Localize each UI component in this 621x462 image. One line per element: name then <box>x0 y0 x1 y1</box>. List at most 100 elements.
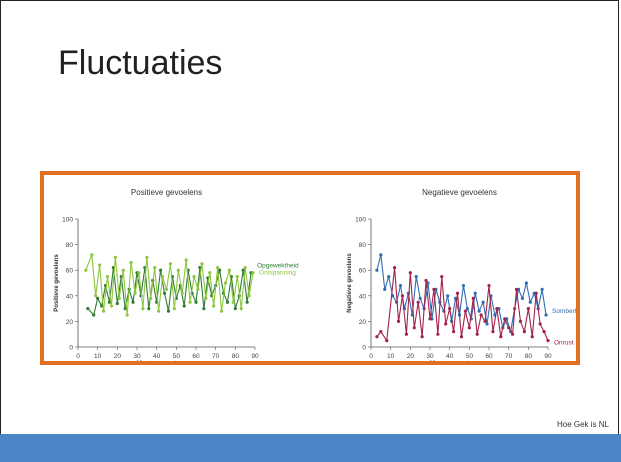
data-point <box>164 287 169 291</box>
chart-title: Negatieve gevoelens <box>422 188 497 197</box>
y-tick-label: 40 <box>66 293 74 300</box>
data-point <box>463 309 467 313</box>
data-point <box>446 294 450 298</box>
data-point <box>540 287 544 291</box>
data-point <box>231 300 235 304</box>
data-point <box>94 294 98 298</box>
x-tick-label: 40 <box>446 353 454 360</box>
x-tick-label: 90 <box>544 353 552 360</box>
data-point <box>149 296 153 300</box>
data-point <box>432 287 436 291</box>
data-point <box>485 322 489 326</box>
y-tick-label: 60 <box>359 268 367 275</box>
data-point <box>100 304 104 308</box>
data-point <box>147 307 151 311</box>
chart-panel-2: Negatieve gevoelens 0 20 40 60 80 100 0 10 20 30 40… <box>347 188 576 361</box>
data-point <box>528 300 532 304</box>
data-point <box>396 319 401 323</box>
data-point <box>453 296 458 300</box>
data-point <box>511 332 515 336</box>
data-point <box>459 335 464 339</box>
data-point <box>227 268 232 272</box>
data-point <box>398 283 403 288</box>
data-point <box>137 271 141 275</box>
data-point <box>117 296 121 300</box>
footer-source: Hoe Gek is NL <box>556 420 609 429</box>
data-point <box>375 268 379 272</box>
x-tick-label: 30 <box>426 353 434 360</box>
data-point <box>216 266 220 270</box>
data-point <box>473 291 477 295</box>
data-point <box>471 296 475 300</box>
charts-svg: Positieve gevoelens 0 20 40 60 80 100 0 10 20 30 40… <box>54 188 576 361</box>
data-point <box>233 307 237 311</box>
x-tick-label: 50 <box>466 353 474 360</box>
x-tick-label: 20 <box>407 353 415 360</box>
x-tick-label: 40 <box>153 353 161 360</box>
data-point <box>141 307 145 311</box>
data-point <box>247 294 251 298</box>
figure-frame: Positieve gevoelens 0 20 40 60 80 100 0 10 20 30 40… <box>40 171 580 365</box>
legend-label: Somberheid <box>552 308 576 315</box>
data-point <box>524 281 528 285</box>
data-point <box>245 300 249 304</box>
data-point <box>420 335 424 339</box>
data-point <box>499 335 503 339</box>
data-point <box>546 339 550 343</box>
data-point <box>204 296 208 300</box>
data-point <box>477 309 481 313</box>
data-point <box>440 275 444 279</box>
x-tick-label: 60 <box>485 353 493 360</box>
data-point <box>491 330 495 334</box>
data-point <box>243 266 247 270</box>
data-point <box>514 287 519 291</box>
series-line <box>376 254 547 332</box>
data-point <box>538 322 542 326</box>
data-point <box>86 307 90 311</box>
x-tick-label: 0 <box>369 353 373 360</box>
data-point <box>200 262 204 266</box>
data-point <box>153 266 157 270</box>
x-tick-label: 10 <box>387 353 395 360</box>
data-point <box>235 275 239 279</box>
data-point <box>176 268 180 272</box>
data-point <box>212 304 216 308</box>
x-tick-label: 0 <box>76 353 80 360</box>
data-point <box>412 326 416 330</box>
data-point <box>194 300 198 304</box>
data-point <box>518 319 523 323</box>
data-point <box>223 281 228 285</box>
chart-title: Positieve gevoelens <box>131 188 202 197</box>
bottom-bar <box>0 434 621 462</box>
y-tick-label: 80 <box>66 242 74 249</box>
data-point <box>219 309 224 313</box>
x-tick-label: 60 <box>192 353 200 360</box>
data-point <box>125 313 129 317</box>
y-tick-label: 0 <box>69 345 73 352</box>
data-point <box>121 268 125 272</box>
data-point <box>218 268 222 272</box>
data-point <box>241 268 245 272</box>
data-point <box>436 332 440 336</box>
legend-label: Opgewektheid <box>257 263 299 270</box>
data-point <box>84 268 88 272</box>
data-point <box>383 287 387 291</box>
x-axis-label: Meetmoment <box>136 360 177 361</box>
data-point <box>428 317 432 321</box>
data-point <box>534 291 538 295</box>
data-point <box>145 255 149 259</box>
data-point <box>507 326 511 330</box>
x-tick-label: 70 <box>505 353 513 360</box>
data-point <box>495 307 499 311</box>
data-point <box>414 275 418 279</box>
y-tick-label: 100 <box>355 217 366 224</box>
data-point <box>166 309 171 313</box>
y-tick-label: 20 <box>66 319 74 326</box>
data-point <box>379 253 383 257</box>
data-point <box>467 326 471 330</box>
data-point <box>400 294 405 298</box>
data-point <box>160 275 165 279</box>
data-point <box>387 275 391 279</box>
data-point <box>444 322 448 326</box>
data-point <box>90 253 94 257</box>
